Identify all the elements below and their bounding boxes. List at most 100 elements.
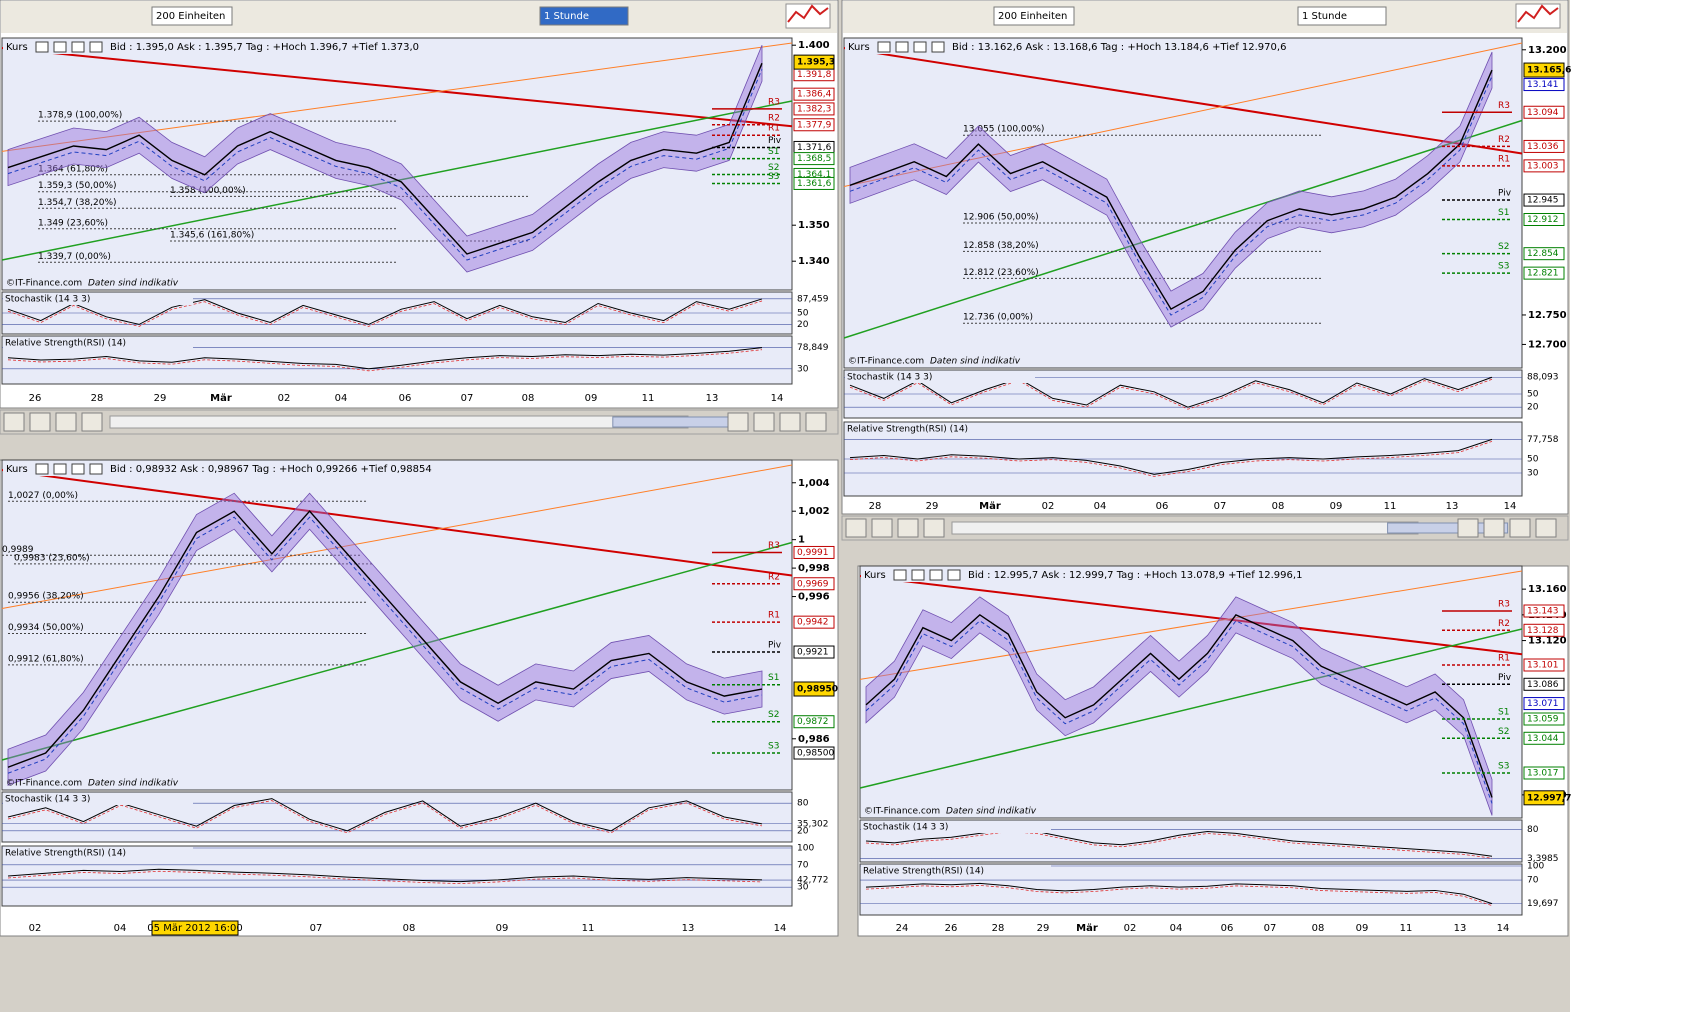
indicator-tick-label: 42,772: [797, 876, 829, 886]
legend-icon[interactable]: [911, 569, 925, 581]
indicator-tick-label: 20: [797, 320, 809, 330]
legend-icon[interactable]: [35, 463, 49, 475]
fib-label: 1.349 (23,60%): [38, 218, 108, 228]
x-tick-label: 04: [1170, 923, 1183, 934]
price-box: [1523, 247, 1565, 261]
price-box-label: 13.086: [1527, 680, 1559, 690]
legend-icon[interactable]: [89, 463, 103, 475]
tool-button[interactable]: [897, 518, 919, 538]
units-dropdown[interactable]: [993, 6, 1075, 26]
zoom-button[interactable]: [727, 412, 749, 432]
price-box-label: 1.386,4: [797, 90, 832, 100]
x-tick-label: 28: [869, 501, 882, 512]
trend-line: [843, 119, 1523, 339]
price-box: [793, 615, 835, 629]
indicator-tick-label: 78,849: [797, 343, 829, 353]
price-box: [1523, 159, 1565, 173]
scrollbar[interactable]: [109, 415, 689, 429]
tool-button[interactable]: [845, 518, 867, 538]
tool-button[interactable]: [923, 518, 945, 538]
zoom-button[interactable]: [779, 412, 801, 432]
indicator-tick-label: 50: [797, 309, 809, 319]
legend-icon[interactable]: [71, 41, 85, 53]
zoom-button[interactable]: [1483, 518, 1505, 538]
fib-label: 0,9989: [2, 545, 34, 555]
panel-toolbar: [1, 1, 837, 33]
zoom-button[interactable]: [1535, 518, 1557, 538]
panel-toolbar: [843, 1, 1567, 33]
price-box-label: 12.945: [1527, 196, 1559, 206]
legend-icon[interactable]: [931, 41, 945, 53]
price-box: [1523, 658, 1565, 672]
x-tick-label: 14: [1497, 923, 1510, 934]
scroll-thumb[interactable]: [612, 416, 734, 428]
pivot-label: S1: [1498, 208, 1509, 218]
x-tick-label: 05 Mär 2012 16:00: [147, 923, 242, 934]
pivot-label: S3: [768, 742, 779, 752]
scroll-thumb[interactable]: [1387, 522, 1509, 534]
zoom-button[interactable]: [1457, 518, 1479, 538]
fib-label: 12.812 (23,60%): [963, 268, 1039, 278]
trend-line: [1, 47, 793, 128]
x-tick-label: 29: [1037, 923, 1050, 934]
tool-button[interactable]: [3, 412, 25, 432]
fib-label: 1.339,7 (0,00%): [38, 252, 111, 262]
x-tick-label: 13: [1454, 923, 1467, 934]
pivot-label: Piv: [1498, 189, 1512, 199]
interval-dropdown[interactable]: [1297, 6, 1387, 26]
indicator-signal: [865, 884, 1493, 906]
trend-line: [1, 42, 793, 152]
legend-icon[interactable]: [913, 41, 927, 53]
legend-icon[interactable]: [895, 41, 909, 53]
legend-icon[interactable]: [53, 41, 67, 53]
indicator-tick-label: 30: [1527, 469, 1539, 479]
indicator-label: Relative Strength(RSI) (14): [863, 867, 984, 877]
y-tick-label: 1,002: [798, 506, 830, 517]
last-price-box: [793, 54, 835, 70]
price-box: [1523, 712, 1565, 726]
legend-icon[interactable]: [53, 463, 67, 475]
legend-icon[interactable]: [71, 463, 85, 475]
units-dropdown[interactable]: [151, 6, 233, 26]
blank-area: [1570, 0, 1696, 1012]
tool-button[interactable]: [81, 412, 103, 432]
indicator-line: [849, 376, 1493, 408]
fib-label: 1.354,7 (38,20%): [38, 198, 117, 208]
y-tick-label: 1,004: [798, 478, 830, 489]
legend-icon[interactable]: [89, 41, 103, 53]
legend-icon[interactable]: [877, 41, 891, 53]
indicator-tick-label: 30: [797, 364, 809, 374]
y-tick-label: 1.400: [798, 40, 830, 51]
legend-icon[interactable]: [893, 569, 907, 581]
pivot-label: R3: [768, 97, 780, 107]
trend-line: [859, 628, 1523, 789]
zoom-button[interactable]: [805, 412, 827, 432]
price-box-label: 0,9872: [797, 717, 829, 727]
x-tick-label: 11: [642, 393, 655, 404]
y-tick-label: 1.340: [798, 256, 830, 267]
legend-icon[interactable]: [947, 569, 961, 581]
tool-button[interactable]: [55, 412, 77, 432]
price-box-label: 1.377,9: [797, 120, 832, 130]
fib-label: 0,9934 (50,00%): [8, 623, 84, 633]
indicator-tick-label: 87,459: [797, 294, 829, 304]
fib-label: 0,9912 (61,80%): [8, 654, 84, 664]
tool-button[interactable]: [871, 518, 893, 538]
scrollbar[interactable]: [951, 521, 1419, 535]
source: ©IT-Finance.com: [6, 279, 82, 289]
interval-dropdown[interactable]: [539, 6, 629, 26]
last-price-box: [793, 681, 835, 697]
indicator-tick-label: 30: [797, 883, 809, 893]
zoom-button[interactable]: [753, 412, 775, 432]
legend-icon[interactable]: [929, 569, 943, 581]
tool-button[interactable]: [29, 412, 51, 432]
price-box: [1523, 731, 1565, 745]
zoom-button[interactable]: [1509, 518, 1531, 538]
price-box-label: 1.368,5: [797, 154, 831, 164]
x-tick-label: 14: [774, 923, 787, 934]
indicator-tick-label: 77,758: [1527, 435, 1559, 445]
price-box-label: 13.059: [1527, 715, 1559, 725]
indicator-legend-bg: [861, 821, 1051, 833]
legend-icon[interactable]: [35, 41, 49, 53]
